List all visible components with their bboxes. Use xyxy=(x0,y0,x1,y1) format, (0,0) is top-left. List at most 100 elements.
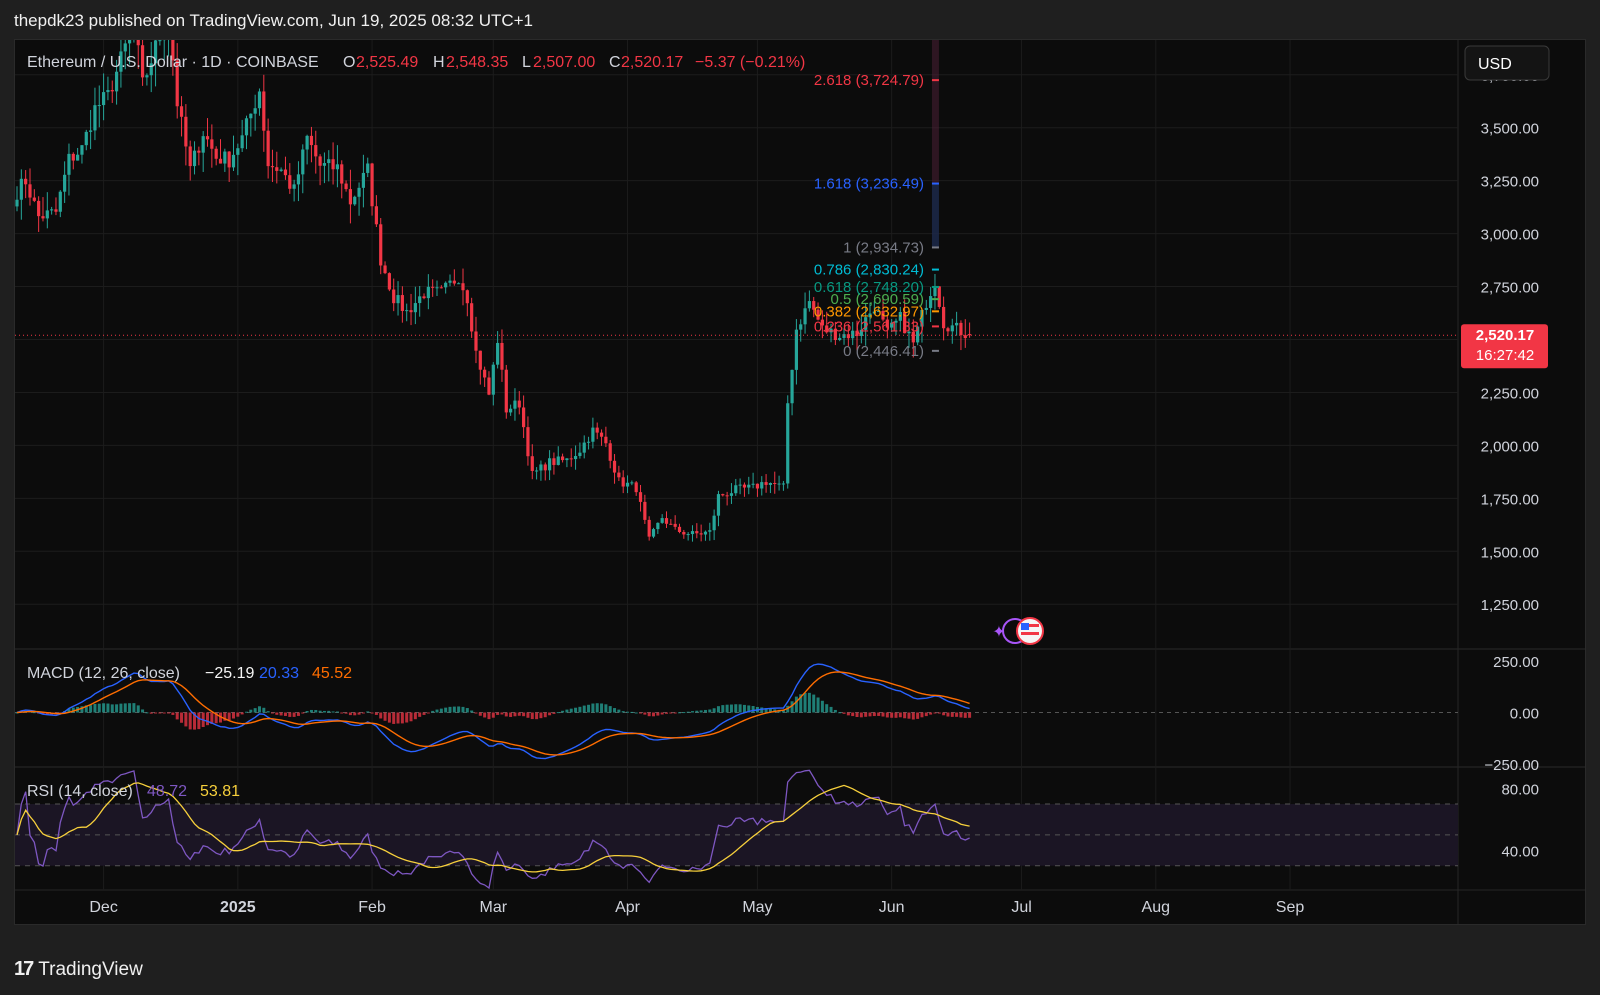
candle-body xyxy=(725,495,729,497)
candle-body xyxy=(578,452,582,457)
candle-body xyxy=(799,324,803,330)
macd-histogram-bar xyxy=(283,712,287,716)
macd-histogram-bar xyxy=(45,712,49,715)
macd-histogram-bar xyxy=(621,711,625,713)
candle-body xyxy=(123,43,127,52)
macd-histogram-bar xyxy=(80,706,84,713)
candle-body xyxy=(335,164,340,170)
candle-body xyxy=(478,350,482,370)
macd-histogram-bar xyxy=(825,704,829,713)
candle-body xyxy=(218,158,223,164)
macd-histogram-bar xyxy=(128,703,132,713)
macd-histogram-bar xyxy=(67,708,71,713)
flag-stripe xyxy=(1021,632,1039,635)
macd-histogram-bar xyxy=(171,712,175,715)
macd-tick-label: −250.00 xyxy=(1484,757,1539,774)
macd-histogram-bar xyxy=(604,704,608,713)
candle-body xyxy=(452,280,456,284)
candle-body xyxy=(314,145,318,157)
macd-histogram-bar xyxy=(158,712,162,714)
macd-histogram-bar xyxy=(561,710,565,713)
candle-body xyxy=(595,427,599,433)
macd-histogram-bar xyxy=(803,692,807,713)
candle-body xyxy=(942,306,946,329)
macd-histogram-bar xyxy=(851,712,855,717)
macd-histogram-bar xyxy=(413,712,417,720)
x-tick-label: May xyxy=(742,899,772,916)
candle-body xyxy=(127,40,132,44)
candle-body xyxy=(703,531,708,535)
rsi-tick-label: 40.00 xyxy=(1501,843,1539,860)
candle-body xyxy=(37,200,41,217)
macd-histogram-bar xyxy=(738,704,742,713)
tradingview-logo[interactable]: 17 TradingView xyxy=(14,958,143,981)
macd-histogram-bar xyxy=(175,712,179,720)
macd-histogram-bar xyxy=(716,706,720,713)
macd-histogram-bar xyxy=(855,712,859,718)
candle-body xyxy=(742,484,747,488)
candle-body xyxy=(253,108,257,114)
x-tick-label: Jun xyxy=(879,899,905,916)
candle-body xyxy=(699,533,703,535)
legend-value: −5.37 (−0.21%) xyxy=(695,54,805,71)
candle-body xyxy=(63,174,67,192)
x-tick-label: Sep xyxy=(1276,899,1305,916)
macd-histogram-bar xyxy=(309,709,313,713)
macd-histogram-bar xyxy=(145,712,149,714)
candle-body xyxy=(764,482,768,485)
candle-body xyxy=(240,135,244,149)
candle-body xyxy=(474,331,478,351)
candle-body xyxy=(898,312,902,321)
candle-body xyxy=(721,494,725,496)
candle-body xyxy=(690,531,695,535)
time-axis: Dec 2025 Feb Mar Apr May Jun Jul Aug Sep xyxy=(89,899,1304,916)
macd-histogram-bar xyxy=(829,706,833,713)
macd-histogram-bar xyxy=(833,709,837,713)
macd-histogram-bar xyxy=(742,704,746,713)
candle-body xyxy=(41,216,45,219)
macd-histogram-bar xyxy=(470,710,474,713)
candle-body xyxy=(470,303,474,332)
flag-stripe xyxy=(1021,624,1039,627)
chart-panel[interactable]: Dec 2025 Feb Mar Apr May Jun Jul Aug Sep 1,250.00 1… xyxy=(14,39,1586,925)
fib-level-label: 0.5 (2,690.59) xyxy=(831,291,924,308)
macd-histogram-bar xyxy=(760,707,764,713)
currency-button[interactable] xyxy=(1464,45,1550,81)
candle-body xyxy=(738,484,742,486)
macd-histogram-bar xyxy=(868,712,872,717)
macd-histogram-bar xyxy=(942,712,946,716)
candles xyxy=(15,40,972,542)
macd-histogram-bar xyxy=(275,712,279,715)
price-tick-label: 3,500.00 xyxy=(1481,121,1539,138)
candle-body xyxy=(262,91,266,131)
macd-histogram-bar xyxy=(84,705,88,713)
candle-body xyxy=(851,330,855,339)
candle-body xyxy=(327,159,331,164)
grid-lines xyxy=(15,40,1458,890)
macd-histogram-bar xyxy=(864,712,868,717)
candle-body xyxy=(24,178,28,185)
macd-histogram-bar xyxy=(366,711,370,713)
candle-body xyxy=(296,174,301,185)
macd-histogram-bar xyxy=(682,712,686,714)
macd-histogram-bar xyxy=(799,694,803,713)
macd-histogram-bar xyxy=(327,710,331,713)
macd-histogram-bar xyxy=(400,712,404,724)
macd-histogram-bar xyxy=(916,712,920,719)
candle-body xyxy=(677,526,682,533)
macd-histogram-bar xyxy=(712,708,716,713)
candle-body xyxy=(664,518,669,524)
macd-histogram-bar xyxy=(379,712,383,719)
chart-svg[interactable]: Dec 2025 Feb Mar Apr May Jun Jul Aug Sep 1,250.00 1… xyxy=(15,40,1586,925)
candle-body xyxy=(903,312,907,334)
candle-body xyxy=(881,311,885,320)
macd-histogram-bar xyxy=(97,703,101,713)
macd-histogram-bar xyxy=(595,703,599,713)
macd-histogram-bar xyxy=(314,710,318,713)
macd-histogram-bar xyxy=(32,712,36,714)
macd-signal-line xyxy=(16,671,970,756)
candle-body xyxy=(916,326,920,343)
macd-histogram-bar xyxy=(461,706,465,713)
price-tick-label: 1,500.00 xyxy=(1481,544,1539,561)
candle-body xyxy=(396,295,400,304)
